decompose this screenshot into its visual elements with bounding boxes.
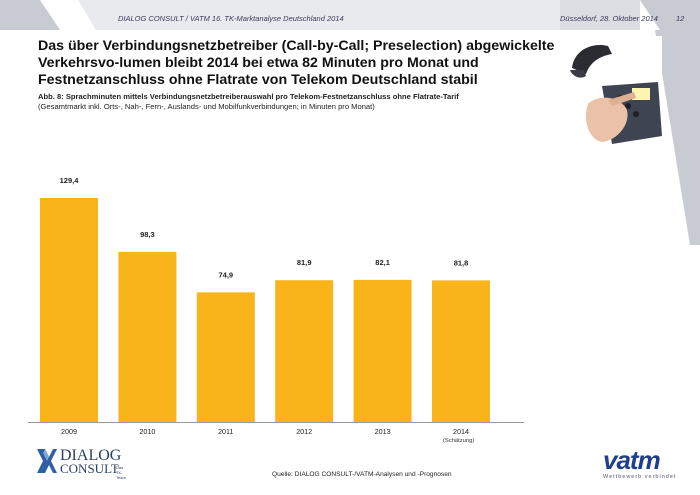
- value-label-2009: 129,4: [60, 176, 80, 185]
- figure-sublabel: (Gesamtmarkt inkl. Orts-, Nah-, Fern-, A…: [38, 102, 375, 111]
- dialog-logo-line2: CONSULT: [60, 461, 119, 476]
- bar-2010: [118, 251, 177, 422]
- value-label-2013: 82,1: [375, 258, 390, 267]
- x-tick-label-2012: 2012: [296, 427, 313, 436]
- value-label-2011: 74,9: [218, 270, 233, 279]
- x-tick-label-2013: 2013: [374, 427, 391, 436]
- dialog-consult-logo-icon: [37, 449, 57, 473]
- x-tick-label-2014: 2014: [453, 427, 469, 436]
- header-title: DIALOG CONSULT / VATM 16. TK-Marktanalys…: [118, 14, 344, 23]
- x-tick-label-2009: 2009: [61, 427, 77, 436]
- value-label-2012: 81,9: [297, 258, 312, 267]
- bar-2009: [40, 198, 98, 422]
- bar-2011: [196, 292, 255, 422]
- page-number: 12: [676, 14, 685, 23]
- dialog-logo-line1: DIALOG: [60, 447, 122, 464]
- figure-label: Abb. 8: Sprachminuten mittels Verbindung…: [38, 92, 459, 101]
- x-tick-label-2010: 2010: [139, 427, 156, 436]
- page-title: Das über Verbindungsnetzbetreiber (Call-…: [38, 38, 555, 88]
- bar-2012: [275, 280, 334, 422]
- telephone-photo-icon: [562, 36, 662, 148]
- header-date: Düsseldorf, 28. Oktober 2014: [560, 14, 658, 23]
- vatm-tagline: Wettbewerb verbindet: [603, 474, 677, 480]
- x-axis-line: [28, 422, 524, 423]
- bar-2013: [353, 279, 412, 422]
- value-label-2014: 81,8: [454, 258, 469, 267]
- estimate-note: (Schätzung): [443, 438, 475, 444]
- source-note: Quelle: DIALOG CONSULT-/VATM-Analysen un…: [272, 471, 452, 478]
- bar-2014: [432, 280, 490, 422]
- vatm-logo: vatm: [603, 445, 661, 475]
- value-label-2010: 98,3: [140, 230, 155, 239]
- dialog-logo-small: Das TK-Team: [116, 465, 126, 480]
- figure-caption: Abb. 8: Sprachminuten mittels Verbindung…: [38, 92, 558, 112]
- x-tick-label-2011: 2011: [218, 427, 234, 436]
